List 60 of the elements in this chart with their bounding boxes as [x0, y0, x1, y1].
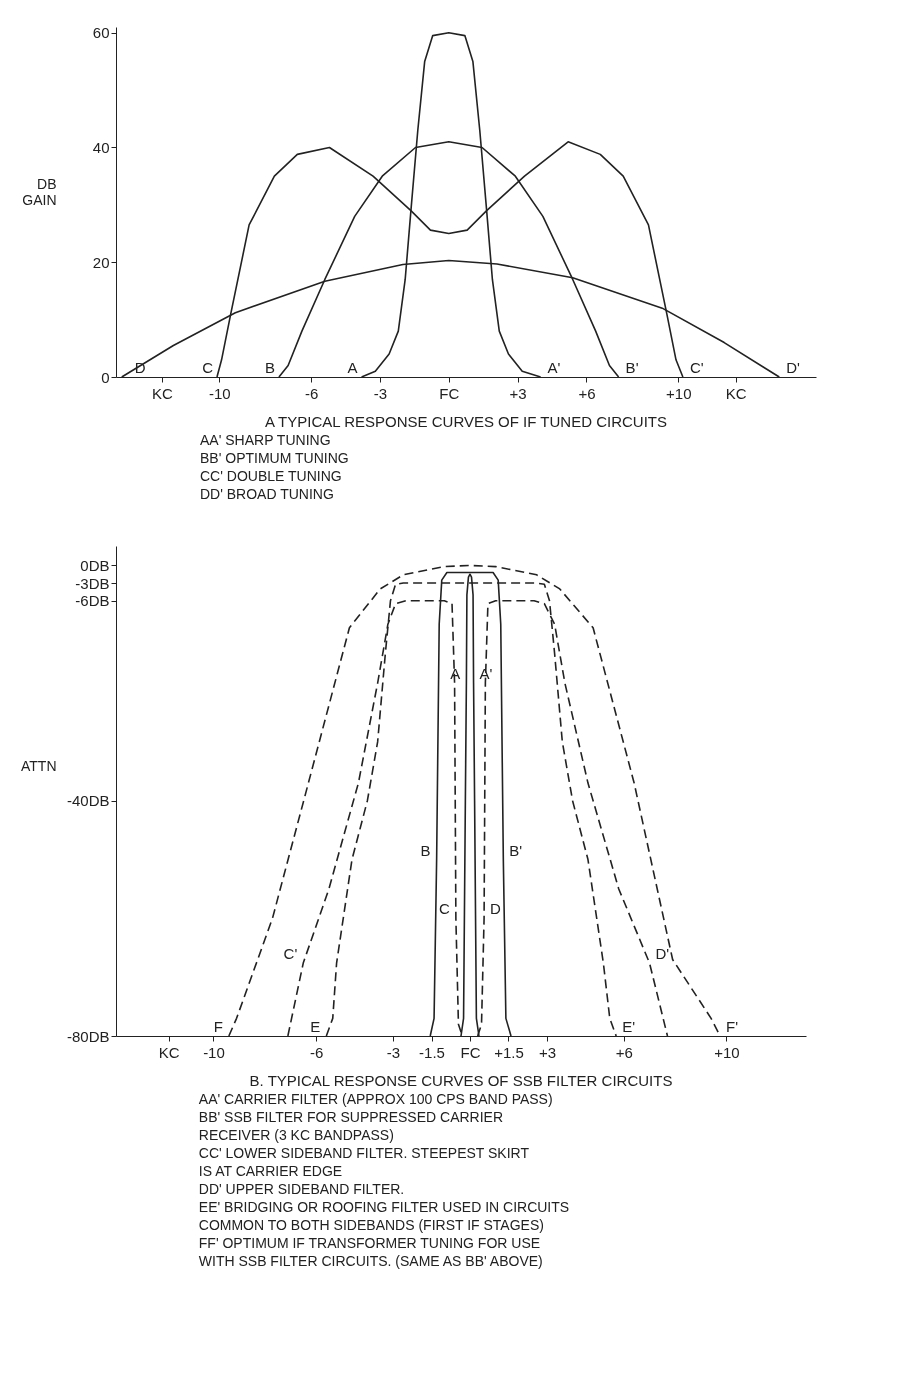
x-tick-label: KC: [158, 1043, 180, 1061]
text: FF' OPTIMUM IF TRANSFORMER TUNING FOR USE WITH SSB FILTER CIRCUITS. (SAME AS BB' ABOVE): [198, 1235, 543, 1269]
x-tick-label: +1.5: [494, 1043, 524, 1061]
x-tick-label: +3: [538, 1043, 556, 1061]
annotation: F: [213, 1018, 223, 1035]
text: AA' CARRIER FILTER (APPROX 100 CPS BAND PASS): [198, 1091, 553, 1107]
y-tick-label: 0DB: [80, 556, 110, 574]
y-axis-title: ATTN: [20, 758, 57, 774]
annotation: C': [689, 359, 704, 376]
y-tick-label: -3DB: [75, 574, 110, 592]
x-tick-label: -1.5: [419, 1043, 445, 1061]
text: BB' SSB FILTER FOR SUPPRESSED CARRIER RECEIVER (3 KC BANDPASS): [198, 1109, 504, 1143]
x-tick-label: -10: [208, 384, 231, 402]
y-axis-title: DB GAIN: [22, 176, 57, 208]
annotation: B: [420, 841, 431, 859]
annotation: E: [310, 1018, 321, 1035]
x-tick-label: -6: [309, 1043, 324, 1061]
annotation: B: [264, 359, 275, 376]
text: BB' OPTIMUM TUNING: [200, 450, 349, 466]
text: DD' BROAD TUNING: [200, 486, 334, 502]
annotation: A: [347, 359, 358, 376]
y-tick-label: 0: [101, 368, 110, 386]
annotation: D': [786, 359, 801, 376]
annotation: D': [655, 945, 670, 963]
text: CC' LOWER SIDEBAND FILTER. STEEPEST SKIRT IS AT CARRIER EDGE: [198, 1145, 530, 1179]
annotation: F': [726, 1018, 739, 1035]
text: B. TYPICAL RESPONSE CURVES OF SSB FILTER CIRCUITS: [249, 1072, 673, 1089]
x-tick-label: +3: [509, 384, 527, 402]
annotation: C: [439, 900, 451, 918]
annotation: C: [202, 359, 214, 376]
text: A TYPICAL RESPONSE CURVES OF IF TUNED CIRCUITS: [264, 413, 668, 430]
annotation: D: [490, 900, 502, 918]
x-tick-label: +10: [666, 384, 692, 402]
x-tick-label: FC: [439, 384, 460, 402]
x-tick-label: +10: [714, 1043, 740, 1061]
x-tick-label: KC: [151, 384, 173, 402]
x-tick-label: +6: [615, 1043, 633, 1061]
x-tick-label: +6: [578, 384, 596, 402]
annotation: B': [625, 359, 639, 376]
y-tick-label: -40DB: [66, 792, 110, 810]
annotation: A': [547, 359, 561, 376]
x-tick-label: -3: [386, 1043, 401, 1061]
annotation: C': [283, 945, 298, 963]
x-tick-label: -10: [203, 1043, 225, 1061]
x-tick-label: KC: [725, 384, 747, 402]
x-tick-label: FC: [460, 1043, 481, 1061]
annotation: B': [509, 841, 523, 859]
text: AA' SHARP TUNING: [200, 432, 331, 448]
y-tick-label: 60: [92, 24, 110, 42]
text: CC' DOUBLE TUNING: [200, 468, 342, 484]
annotation: E': [622, 1018, 636, 1035]
y-tick-label: 40: [92, 138, 110, 156]
x-tick-label: -6: [304, 384, 319, 402]
x-tick-label: -3: [373, 384, 388, 402]
text: DD' UPPER SIDEBAND FILTER.: [198, 1181, 405, 1197]
text: EE' BRIDGING OR ROOFING FILTER USED IN CIRCUITS COMMON TO BOTH SIDEBANDS (FIRST IF STAGES): [198, 1199, 570, 1233]
y-tick-label: -80DB: [66, 1027, 110, 1045]
y-tick-label: -6DB: [75, 592, 110, 610]
y-tick-label: 20: [92, 253, 110, 271]
annotation: A: [450, 665, 461, 683]
